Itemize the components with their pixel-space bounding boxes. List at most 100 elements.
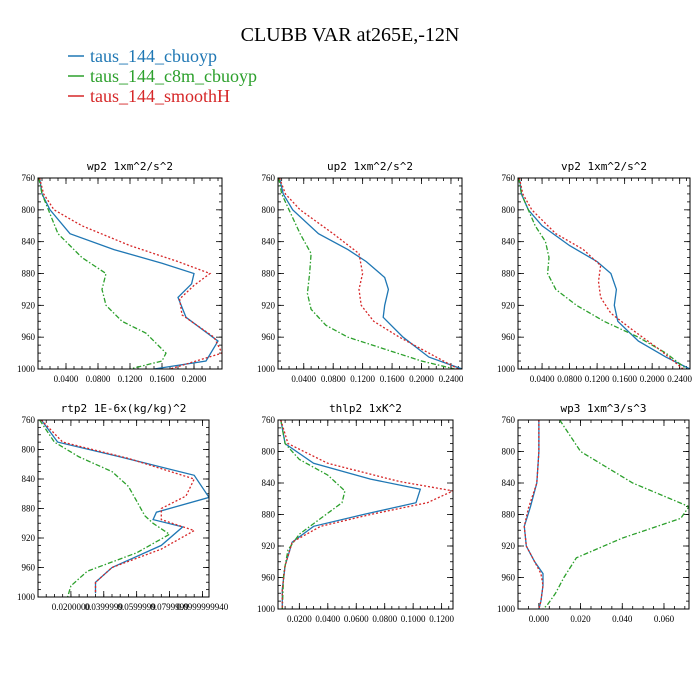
y-tick-label: 960 [262,573,276,583]
plot-frame [277,419,454,610]
legend-label: taus_144_smoothH [90,86,230,106]
y-tick-label: 840 [502,237,516,247]
x-tick-label: 0.0599999 [118,602,157,612]
y-tick-label: 1000 [497,604,516,614]
series-line-taus_144_c8m_cbuoyp [38,178,167,369]
y-tick-label: 880 [502,510,516,520]
y-tick-label: 960 [502,332,516,342]
legend-label: taus_144_cbuoyp [90,46,217,66]
panel-title: wp3 1xm^3/s^3 [560,402,646,415]
y-tick-label: 880 [22,504,36,514]
series-line-taus_144_cbuoyp [278,178,462,369]
y-tick-label: 960 [22,563,36,573]
y-tick-label: 880 [262,269,276,279]
x-tick-label: 0.2400 [439,374,464,384]
y-tick-label: 1000 [497,364,516,374]
x-tick-label: 0.0400 [54,374,79,384]
legend-entry: taus_144_cbuoyp [68,46,217,66]
plot-frame [517,419,690,610]
x-tick-label: 0.0799999 [150,602,189,612]
plot-frame [37,419,210,598]
x-tick-label: 0.1600 [380,374,405,384]
series-line-taus_144_smoothH [280,420,453,609]
series-line-taus_144_c8m_cbuoyp [280,420,346,609]
y-tick-label: 760 [262,415,276,425]
series-line-taus_144_cbuoyp [518,178,690,369]
x-tick-label: 0.0800 [372,614,397,624]
x-tick-label: 0.0200000 [52,602,91,612]
y-tick-label: 920 [262,541,276,551]
x-tick-label: 0.2000 [409,374,434,384]
y-tick-label: 800 [262,447,276,457]
y-tick-label: 1000 [17,592,36,602]
panel-title: up2 1xm^2/s^2 [327,160,413,173]
y-tick-label: 960 [262,332,276,342]
y-tick-label: 760 [502,173,516,183]
panels-container: wp2 1xm^2/s^2 760 800 840 880 920 960 1000 0.040… [17,160,693,624]
y-tick-label: 920 [502,300,516,310]
series-line-taus_144_smoothH [38,178,222,369]
series-line-taus_144_cbuoyp [38,178,219,369]
x-tick-label: 0.2000 [640,374,665,384]
chart-panel: vp2 1xm^2/s^2 760 800 840 880 920 960 1000 0.040… [497,160,693,384]
y-tick-label: 840 [22,237,36,247]
y-tick-label: 840 [262,478,276,488]
x-tick-label: 0.0400 [315,614,340,624]
y-tick-label: 800 [502,447,516,457]
legend-label: taus_144_c8m_cbuoyp [90,66,257,86]
y-tick-label: 800 [22,205,36,215]
y-tick-label: 880 [22,269,36,279]
chart-panel: wp3 1xm^3/s^3 760 800 840 880 920 960 1000 0.000… [497,402,690,624]
y-tick-label: 760 [262,173,276,183]
series-line-taus_144_smoothH [518,178,684,369]
legend-entry: taus_144_smoothH [68,86,230,106]
y-tick-label: 920 [22,533,36,543]
series-line-taus_144_cbuoyp [40,420,209,594]
x-tick-label: 0.0800 [557,374,582,384]
y-tick-label: 960 [502,573,516,583]
y-tick-label: 920 [502,541,516,551]
panel-title: rtp2 1E-6x(kg/kg)^2 [61,402,187,415]
panel-title: thlp2 1xK^2 [329,402,402,415]
y-tick-label: 880 [262,510,276,520]
x-tick-label: 0.1200 [350,374,375,384]
y-tick-label: 920 [22,300,36,310]
x-tick-label: 0.1200 [585,374,610,384]
series-line-taus_144_c8m_cbuoyp [542,420,689,609]
x-tick-label: 0.1200 [118,374,143,384]
x-tick-label: 0.1200 [429,614,454,624]
series-line-taus_144_c8m_cbuoyp [278,178,455,369]
y-tick-label: 840 [502,478,516,488]
y-tick-label: 920 [262,300,276,310]
panel-title: vp2 1xm^2/s^2 [561,160,647,173]
plot-frame [37,177,223,370]
legend-entry: taus_144_c8m_cbuoyp [68,66,257,86]
x-tick-label: 0.040 [612,614,633,624]
x-tick-label: 0.000 [529,614,550,624]
chart-panel: rtp2 1E-6x(kg/kg)^2 760 800 840 880 920 960 100… [17,402,229,612]
panel-title: wp2 1xm^2/s^2 [87,160,173,173]
x-tick-label: 0.020 [570,614,591,624]
x-tick-label: 0.2000 [182,374,207,384]
series-line-taus_144_smoothH [40,420,196,594]
y-tick-label: 880 [502,269,516,279]
x-tick-label: 0.1600 [150,374,175,384]
x-tick-label: 0.0400 [530,374,555,384]
series-line-taus_144_c8m_cbuoyp [518,178,687,369]
y-tick-label: 1000 [17,364,36,374]
figure-title: CLUBB VAR at265E,-12N [241,24,460,46]
legend: taus_144_cbuoyp taus_144_c8m_cbuoyp taus… [68,46,257,106]
series-line-taus_144_cbuoyp [280,420,422,609]
x-tick-label: 0.0200 [287,614,312,624]
y-tick-label: 760 [502,415,516,425]
x-tick-label: 0.060 [654,614,675,624]
x-tick-label: 0.1000 [401,614,426,624]
x-tick-label: 0.0399999 [85,602,124,612]
y-tick-label: 760 [22,415,36,425]
y-tick-label: 760 [22,173,36,183]
plot-frame [517,177,691,370]
plot-frame [277,177,463,370]
series-line-taus_144_smoothH [523,420,544,609]
